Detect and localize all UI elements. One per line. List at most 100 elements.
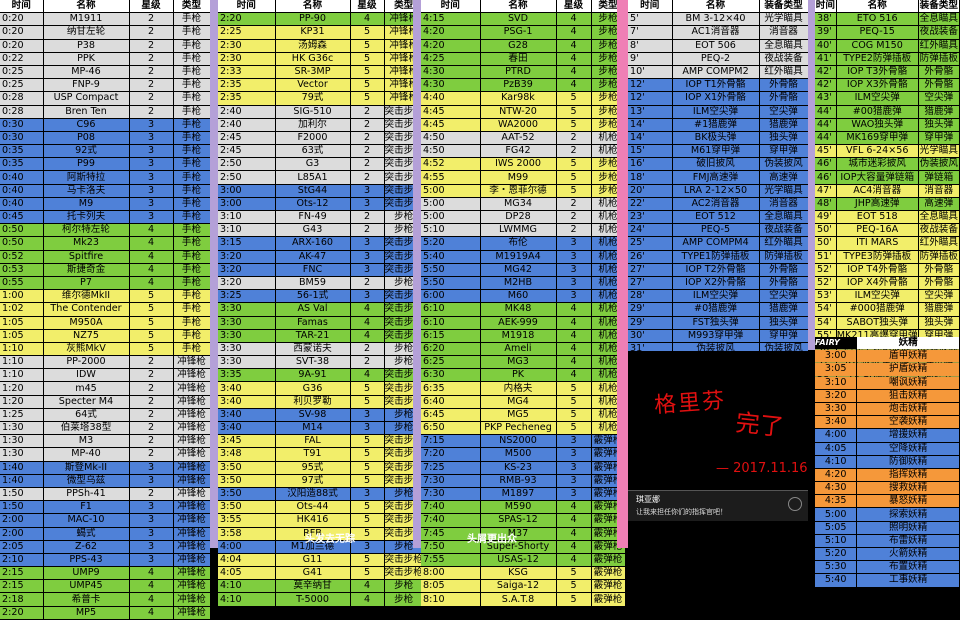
table-cell: 20' bbox=[628, 184, 673, 198]
table-cell: 2 bbox=[556, 223, 592, 238]
table-cell: 2 bbox=[350, 342, 385, 357]
table-cell: 12' bbox=[628, 91, 673, 106]
fairy-cell: 3:30 bbox=[815, 402, 858, 417]
table-row: 45' VFL 6-24×56 光学瞄具 bbox=[815, 144, 960, 159]
table-cell: 外骨骼 bbox=[759, 91, 809, 106]
table-cell: 4 bbox=[129, 263, 174, 277]
table-cell: 2 bbox=[129, 381, 174, 396]
table-cell: 步枪 bbox=[384, 579, 424, 594]
table-cell: 79式 bbox=[275, 91, 351, 106]
fairy-row: 4:30 搜救妖精 bbox=[815, 481, 960, 496]
table-cell: M1897 bbox=[480, 487, 557, 502]
fairy-cell: 暴怒妖精 bbox=[856, 494, 960, 509]
table-cell: AEK-999 bbox=[480, 316, 557, 330]
table-cell: 3 bbox=[350, 184, 385, 198]
table-cell: 5 bbox=[350, 381, 385, 396]
table-cell: 5 bbox=[556, 408, 592, 423]
table-cell: 0:20 bbox=[0, 12, 44, 27]
table-cell: 5:20 bbox=[421, 236, 481, 251]
table-cell: 冲锋枪 bbox=[173, 540, 211, 554]
table-cell: LRA 2-12×50 bbox=[672, 184, 760, 198]
table-cell: 霰弹枪 bbox=[591, 487, 626, 502]
table-row: 1:10 PP-2000 2 冲锋枪 bbox=[0, 355, 211, 370]
table-cell: 48' bbox=[815, 197, 837, 212]
table-cell: 2:00 bbox=[0, 527, 44, 541]
table-cell: 2 bbox=[129, 487, 174, 502]
table-cell: AC2消音器 bbox=[672, 197, 760, 212]
table-cell: 8' bbox=[628, 39, 673, 53]
table-cell: 夜战装备 bbox=[918, 223, 960, 238]
table-cell: 97式 bbox=[275, 474, 351, 488]
table-cell: 突击步枪 bbox=[384, 553, 424, 568]
table-cell: SIG-510 bbox=[275, 105, 351, 119]
table-cell: 1:30 bbox=[0, 447, 44, 462]
table-cell: 4 bbox=[129, 223, 174, 238]
table-cell: BM59 bbox=[275, 276, 351, 291]
table-cell: 52' bbox=[815, 263, 837, 277]
table-cell: TAR-21 bbox=[275, 329, 351, 343]
table-cell: 1:10 bbox=[0, 342, 44, 357]
table-cell: 汉阳造88式 bbox=[275, 487, 351, 502]
table-row: 0:20 M1911 2 手枪 bbox=[0, 12, 211, 27]
table-cell: 1:25 bbox=[0, 408, 44, 423]
table-row: 51' TYPE3防弹插板 防弹插板 bbox=[815, 250, 960, 264]
fairy-row: 5:05 照明妖精 bbox=[815, 521, 960, 535]
table-cell: 1:50 bbox=[0, 500, 44, 515]
table-cell: 3 bbox=[129, 184, 174, 198]
table-cell: P7 bbox=[43, 276, 130, 291]
table-cell: 2 bbox=[350, 105, 385, 119]
header-cell: 名称 bbox=[480, 0, 557, 14]
table-cell: 4 bbox=[556, 540, 592, 554]
table-cell: 2:20 bbox=[0, 606, 44, 620]
table-row: 7' AC1消音器 消音器 bbox=[628, 25, 809, 40]
table-cell: 40' bbox=[815, 39, 837, 53]
table-cell: G28 bbox=[480, 39, 557, 53]
table-row: 6:10 AEK-999 4 机枪 bbox=[421, 316, 626, 330]
table-cell: 4 bbox=[556, 553, 592, 568]
fairy-cell: 工事妖精 bbox=[856, 573, 960, 588]
table-cell: 4:45 bbox=[421, 105, 481, 119]
table-cell: 利贝罗勒 bbox=[275, 395, 351, 409]
table-cell: 步枪 bbox=[591, 157, 626, 172]
table-row: 2:30 汤姆森 5 冲锋枪 bbox=[218, 39, 424, 53]
table-row: 8' EOT 506 全息瞄具 bbox=[628, 39, 809, 53]
table-cell: AMP COMPM4 bbox=[672, 236, 760, 251]
table-cell: 1:20 bbox=[0, 381, 44, 396]
table-cell: 冲锋枪 bbox=[173, 527, 211, 541]
table-row: 4:40 Kar98k 5 步枪 bbox=[421, 91, 626, 106]
table-cell: FAL bbox=[275, 434, 351, 449]
table-cell: 0:55 bbox=[0, 276, 44, 291]
table-cell: 0:50 bbox=[0, 236, 44, 251]
table-cell: 冲锋枪 bbox=[173, 474, 211, 488]
table-row: 2:18 希普卡 4 冲锋枪 bbox=[0, 592, 211, 607]
table-cell: 0:20 bbox=[0, 25, 44, 40]
table-row: 15' M61穿甲弹 穿甲弹 bbox=[628, 144, 809, 159]
table-cell: 1:20 bbox=[0, 395, 44, 409]
table-cell: 1:00 bbox=[0, 289, 44, 304]
table-cell: 外骨骼 bbox=[759, 78, 809, 93]
table-cell: 4:30 bbox=[421, 65, 481, 80]
table-cell: MP5 bbox=[43, 606, 130, 620]
table-cell: IOP X3外骨骼 bbox=[836, 78, 919, 93]
table-cell: 手枪 bbox=[173, 184, 211, 198]
table-cell: 全息瞄具 bbox=[759, 210, 809, 225]
table-cell: HK G36c bbox=[275, 52, 351, 66]
table-cell: 8:00 bbox=[421, 566, 481, 581]
table-row: 0:30 C96 3 手枪 bbox=[0, 118, 211, 132]
table-cell: 5 bbox=[129, 342, 174, 357]
table-cell: 4:52 bbox=[421, 157, 481, 172]
table-cell: 5 bbox=[350, 513, 385, 528]
table-cell: #0猎鹿弹 bbox=[672, 302, 760, 317]
fairy-header-spacer bbox=[815, 337, 858, 351]
table-cell: 0:30 bbox=[0, 131, 44, 146]
table-cell: M14 bbox=[275, 421, 351, 436]
table-cell: 夜战装备 bbox=[759, 52, 809, 66]
table-row: 0:53 斯捷奇金 4 手枪 bbox=[0, 263, 211, 277]
table-cell: 步枪 bbox=[591, 184, 626, 198]
table-cell: 穿甲弹 bbox=[759, 144, 809, 159]
table-cell: 城市迷彩披风 bbox=[836, 157, 919, 172]
table-cell: 5 bbox=[350, 447, 385, 462]
table-cell: 步枪 bbox=[591, 39, 626, 53]
fairy-cell: 空袭妖精 bbox=[856, 415, 960, 430]
table-cell: 防弹插板 bbox=[918, 52, 960, 66]
